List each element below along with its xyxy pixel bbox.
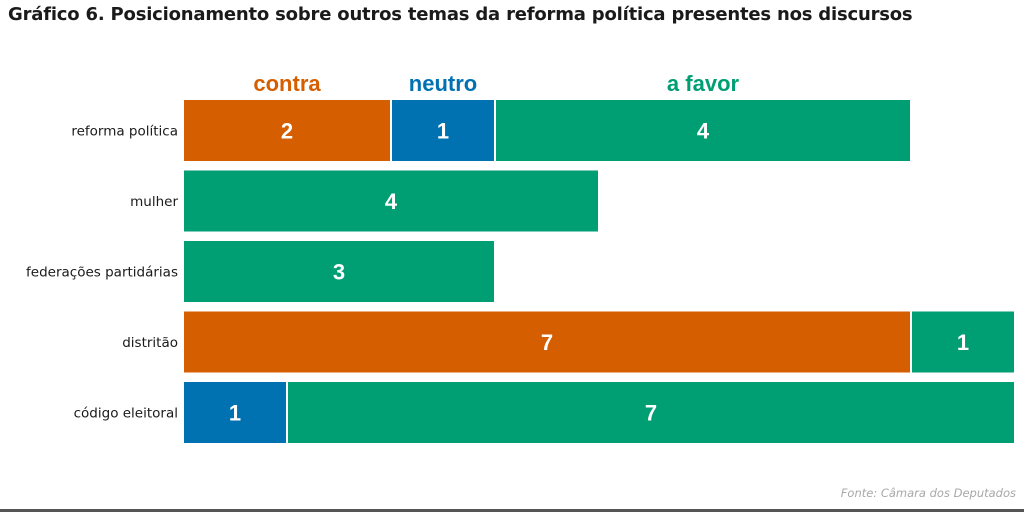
data-label: 7 (645, 401, 657, 426)
data-label: 1 (229, 401, 241, 426)
data-label: 1 (957, 330, 969, 355)
bar-segment-a-favor (912, 311, 1014, 373)
category-label: federações partidárias (26, 265, 178, 281)
bar-segment-neutro (184, 382, 286, 443)
legend-label-neutro: neutro (409, 71, 477, 96)
bar-segment-a-favor (184, 241, 494, 302)
bar-segment-a-favor (496, 100, 910, 161)
bar-segment-neutro (392, 100, 494, 161)
legend-label-contra: contra (253, 71, 321, 96)
data-label: 7 (541, 330, 553, 355)
data-label: 3 (333, 260, 345, 285)
bar-segment-a-favor (288, 382, 1014, 443)
bar-segment-contra (184, 100, 390, 161)
data-label: 4 (385, 189, 398, 214)
legend-label-a-favor: a favor (667, 71, 740, 96)
source-note: Fonte: Câmara dos Deputados (840, 486, 1016, 500)
category-label: reforma política (71, 124, 178, 140)
bar-segment-a-favor (184, 170, 598, 232)
category-label: mulher (130, 194, 178, 210)
data-label: 2 (281, 119, 293, 144)
chart-title: Gráfico 6. Posicionamento sobre outros t… (8, 4, 913, 25)
category-label: distritão (122, 335, 178, 351)
data-label: 4 (697, 119, 710, 144)
data-label: 1 (437, 119, 449, 144)
bar-segment-contra (184, 311, 910, 373)
bottom-divider (0, 509, 1024, 512)
category-label: código eleitoral (74, 406, 178, 422)
